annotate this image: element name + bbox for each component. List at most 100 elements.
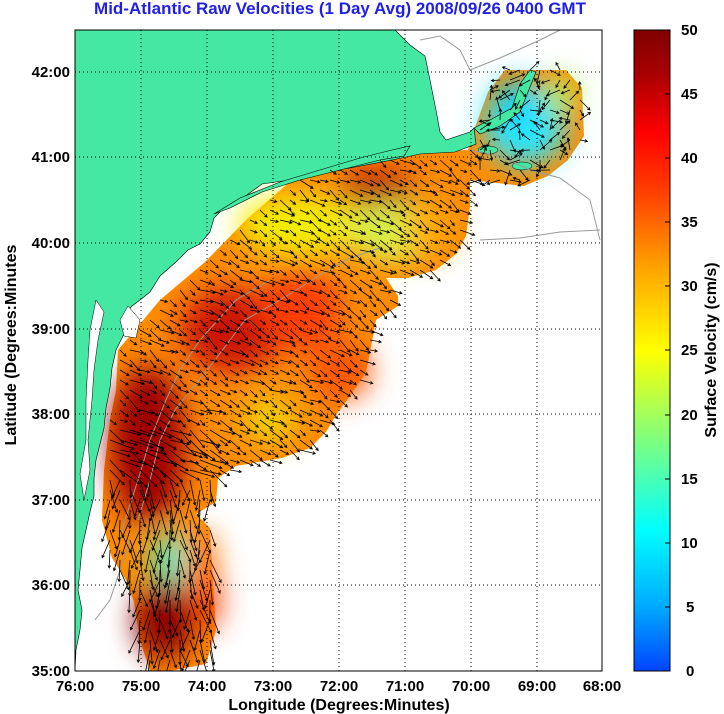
velocity-arrow (269, 379, 277, 385)
velocity-arrow (239, 449, 247, 456)
velocity-arrow (449, 159, 459, 167)
velocity-arrow (379, 279, 387, 290)
velocity-arrow (199, 379, 208, 386)
velocity-arrow (259, 279, 276, 286)
velocity-arrow (149, 579, 159, 598)
velocity-arrow (449, 179, 459, 185)
velocity-arrow (219, 449, 230, 456)
velocity-arrow (149, 409, 160, 417)
velocity-arrow (289, 199, 297, 205)
velocity-arrow (249, 369, 262, 376)
velocity-arrow (119, 419, 129, 423)
velocity-arrow (149, 359, 157, 369)
y-tick-label: 39:00 (32, 321, 70, 338)
velocity-arrow (107, 549, 112, 569)
velocity-arrow (189, 289, 196, 296)
velocity-arrow (189, 599, 198, 621)
velocity-arrow (129, 399, 141, 413)
velocity-arrow (139, 369, 151, 374)
velocity-arrow (179, 439, 197, 457)
velocity-arrow (519, 99, 531, 109)
velocity-arrow (359, 209, 371, 221)
velocity-arrow (169, 309, 178, 315)
velocity-arrow (159, 309, 174, 317)
velocity-arrow (179, 469, 201, 481)
land-mass (75, 30, 477, 671)
velocity-arrow (199, 389, 209, 397)
velocity-arrow (159, 539, 164, 559)
velocity-arrow (289, 319, 303, 331)
velocity-arrow (269, 349, 279, 356)
velocity-arrow (465, 179, 481, 185)
velocity-arrow (249, 299, 258, 310)
velocity-arrow (299, 179, 314, 189)
velocity-arrow (117, 519, 122, 541)
velocity-arrow (269, 229, 283, 241)
velocity-arrow (219, 379, 229, 387)
velocity-arrows (101, 60, 592, 671)
velocity-arrow (194, 489, 201, 512)
velocity-arrow (309, 329, 319, 334)
velocity-arrow (169, 619, 179, 637)
velocity-arrow (249, 359, 263, 367)
velocity-arrow (159, 389, 165, 397)
velocity-arrow (149, 639, 154, 665)
velocity-arrow (329, 199, 343, 205)
velocity-arrow (299, 399, 315, 406)
velocity-arrow (299, 359, 309, 367)
velocity-arrow (279, 359, 292, 364)
velocity-arrow (289, 379, 297, 385)
velocity-arrow (159, 379, 166, 388)
velocity-arrow (491, 137, 501, 142)
velocity-arrow (399, 229, 411, 237)
velocity-arrow (129, 389, 143, 398)
velocity-arrow (478, 119, 491, 123)
velocity-arrow (289, 209, 295, 217)
velocity-arrow (560, 89, 571, 95)
velocity-arrow (169, 299, 177, 308)
velocity-arrow (112, 549, 121, 572)
velocity-arrow (359, 169, 372, 175)
velocity-arrow (543, 159, 551, 169)
velocity-arrow (219, 249, 227, 256)
velocity-arrow (229, 419, 244, 427)
velocity-arrow (319, 369, 328, 378)
velocity-arrow (159, 469, 180, 487)
velocity-arrow (459, 179, 471, 190)
velocity-arrow (329, 189, 340, 201)
velocity-arrow (369, 289, 380, 302)
velocity-arrow (199, 309, 215, 316)
velocity-arrow (119, 379, 129, 386)
velocity-arrow (359, 269, 372, 275)
velocity-arrow (289, 419, 306, 425)
velocity-arrow (160, 639, 171, 661)
velocity-arrow (359, 379, 374, 385)
velocity-arrow (289, 449, 300, 461)
velocity-arrow (329, 179, 341, 184)
velocity-arrow (299, 409, 312, 416)
velocity-arrow (229, 299, 236, 307)
velocity-arrow (279, 369, 291, 375)
velocity-arrow (119, 369, 130, 376)
velocity-arrow (169, 499, 175, 523)
velocity-arrow (299, 389, 307, 399)
velocity-arrow (309, 409, 324, 417)
velocity-arrow (329, 369, 340, 378)
velocity-arrow (289, 249, 298, 259)
velocity-arrow (159, 339, 170, 344)
velocity-arrow (229, 269, 243, 281)
velocity-arrow (329, 399, 341, 404)
velocity-arrow (449, 219, 455, 227)
velocity-arrow (299, 289, 308, 297)
velocity-arrow (159, 399, 170, 409)
velocity-arrow (239, 289, 251, 300)
colorbar: 50 45 40 35 30 25 20 15 10 5 0 Surface V… (633, 22, 720, 680)
velocity-arrow (259, 349, 270, 355)
velocity-arrow (199, 269, 209, 274)
velocity-arrow (169, 339, 186, 346)
velocity-arrow (169, 379, 182, 390)
velocity-arrow (193, 629, 201, 652)
velocity-arrow (199, 419, 206, 427)
velocity-arrow (189, 279, 201, 291)
velocity-arrow (319, 199, 328, 203)
